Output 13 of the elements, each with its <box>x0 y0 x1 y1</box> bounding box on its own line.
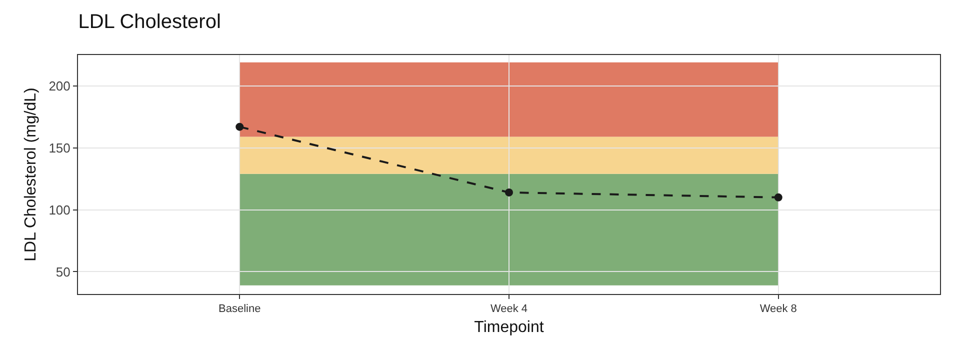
x-tick-label: Week 8 <box>760 303 797 316</box>
y-tick-label: 150 <box>48 140 70 156</box>
y-axis-title: LDL Cholesterol (mg/dL) <box>22 88 40 262</box>
chart-title: LDL Cholesterol <box>78 11 221 34</box>
y-tick-label: 100 <box>48 202 70 218</box>
x-tick-label: Baseline <box>218 303 261 316</box>
x-axis-title: Timepoint <box>474 318 544 336</box>
point <box>505 188 513 196</box>
point <box>236 122 244 131</box>
x-tick-label: Week 4 <box>490 303 528 316</box>
y-tick-label: 200 <box>48 78 70 94</box>
point <box>774 193 782 202</box>
y-tick-label: 50 <box>56 264 70 280</box>
